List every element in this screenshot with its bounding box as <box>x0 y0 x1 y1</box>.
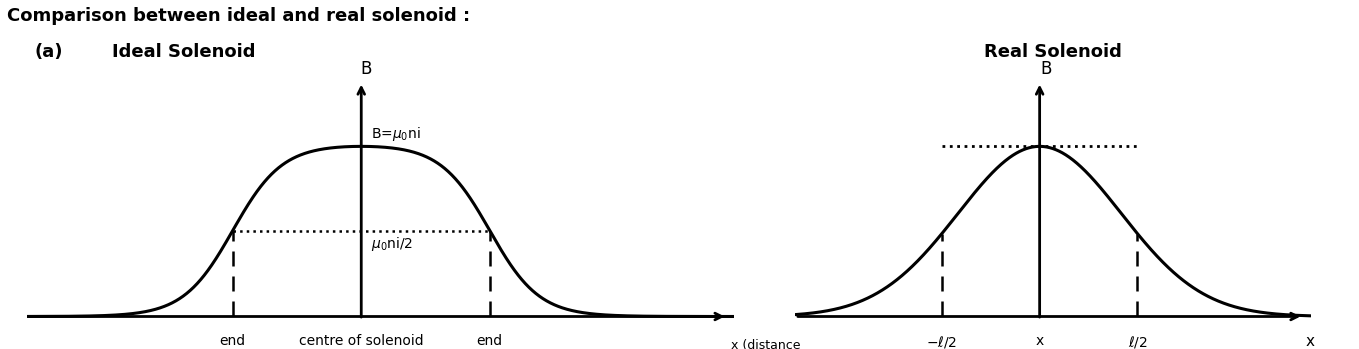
Text: B: B <box>360 60 372 78</box>
Text: Real Solenoid: Real Solenoid <box>984 43 1123 61</box>
Text: x (distance
from centre): x (distance from centre) <box>731 339 809 349</box>
Text: centre of solenoid: centre of solenoid <box>299 334 424 348</box>
Text: end: end <box>477 334 503 348</box>
Text: Ideal Solenoid: Ideal Solenoid <box>111 43 255 61</box>
Text: B=$\mu_0$ni: B=$\mu_0$ni <box>371 125 421 143</box>
Text: $\ell/2$: $\ell/2$ <box>1128 334 1147 349</box>
Text: x: x <box>1306 334 1316 349</box>
Text: end: end <box>220 334 246 348</box>
Text: $-\ell/2$: $-\ell/2$ <box>927 334 957 349</box>
Text: x: x <box>1036 334 1044 348</box>
Text: (a): (a) <box>34 43 63 61</box>
Text: Comparison between ideal and real solenoid :: Comparison between ideal and real soleno… <box>7 7 470 25</box>
Text: $\mu_0$ni/2: $\mu_0$ni/2 <box>371 235 413 253</box>
Text: B: B <box>1041 60 1052 78</box>
